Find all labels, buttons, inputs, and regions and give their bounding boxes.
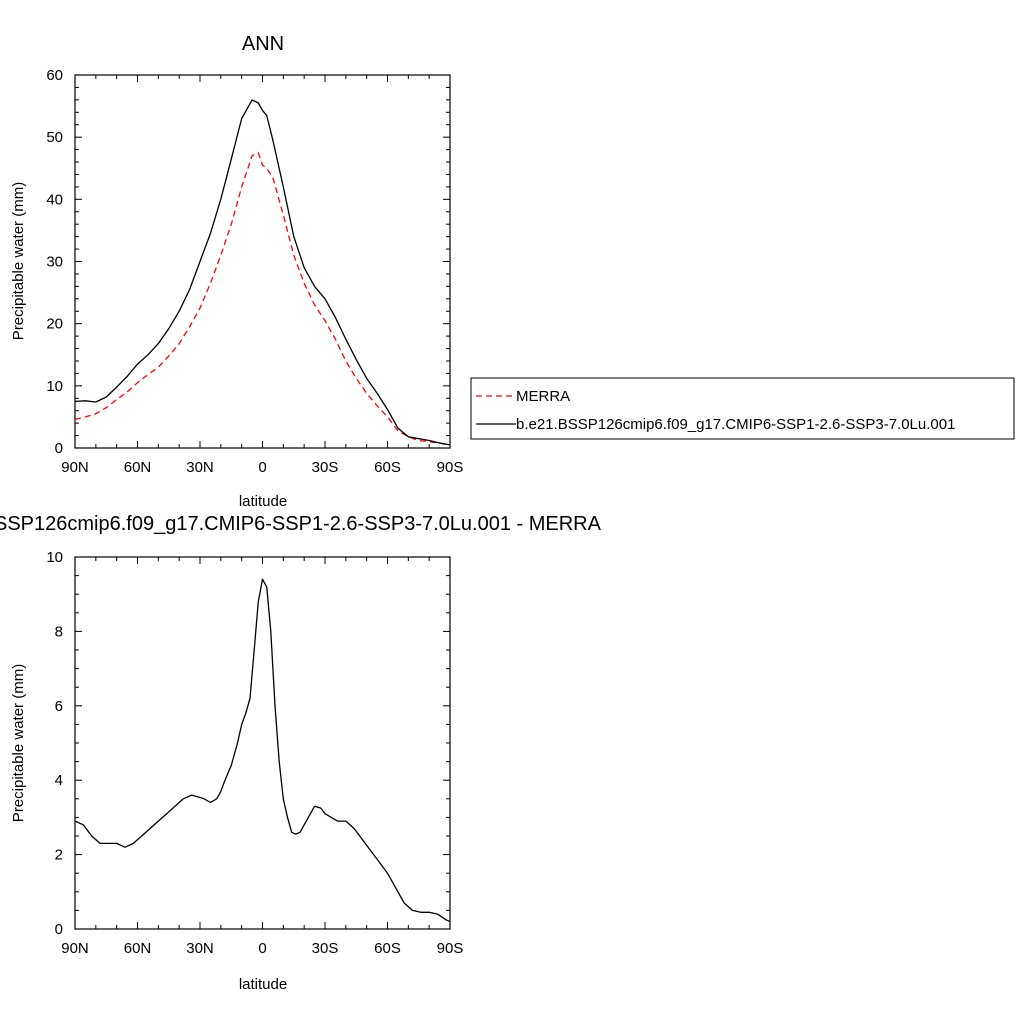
y-tick-label: 20: [46, 316, 63, 333]
series-line-merra: [74, 152, 451, 447]
y-tick-label: 60: [46, 67, 63, 84]
y-axis-label: Precipitable water (mm): [10, 664, 27, 822]
x-tick-label: 60N: [124, 459, 152, 476]
y-tick-label: 8: [55, 623, 63, 640]
y-tick-label: 40: [46, 191, 63, 208]
x-tick-label: 30S: [312, 940, 339, 957]
x-tick-label: 90S: [437, 459, 464, 476]
legend-entry-model: b.e21.BSSP126cmip6.f09_g17.CMIP6-SSP1-2.…: [476, 416, 955, 433]
y-axis-label: Precipitable water (mm): [10, 182, 27, 340]
y-tick-label: 2: [55, 847, 63, 864]
x-tick-label: 0: [258, 459, 266, 476]
x-tick-label: 60S: [374, 940, 401, 957]
plot-frame: [74, 556, 451, 930]
y-tick-label: 30: [46, 254, 63, 271]
panel-title: ANN: [242, 33, 284, 55]
x-tick-label: 90N: [61, 459, 89, 476]
legend-label-model: b.e21.BSSP126cmip6.f09_g17.CMIP6-SSP1-2.…: [516, 416, 955, 433]
x-tick-label: 30S: [312, 459, 339, 476]
legend-label-merra: MERRA: [516, 388, 570, 405]
x-tick-label: 90S: [437, 940, 464, 957]
legend: MERRA b.e21.BSSP126cmip6.f09_g17.CMIP6-S…: [470, 377, 1015, 440]
y-tick-label: 10: [46, 549, 63, 566]
plot-frame: [74, 74, 451, 449]
x-tick-label: 60S: [374, 459, 401, 476]
y-tick-label: 0: [55, 440, 63, 457]
x-tick-label: 60N: [124, 940, 152, 957]
y-tick-label: 10: [46, 378, 63, 395]
y-tick-label: 50: [46, 129, 63, 146]
panel-title: b.e21.BSSP126cmip6.f09_g17.CMIP6-SSP1-2.…: [0, 513, 602, 535]
x-tick-label: 90N: [61, 940, 89, 957]
plot-area: 90N 60N 30N 0 30S 60S 90S 0 2 4 6 8 10: [46, 549, 463, 957]
x-axis-label: latitude: [239, 493, 287, 510]
y-tick-label: 4: [55, 772, 63, 789]
x-tick-label: 30N: [186, 459, 214, 476]
y-tick-label: 6: [55, 698, 63, 715]
panel-annual-mean: ANN Precipitable water (mm) latitude 90N…: [10, 33, 1015, 510]
legend-box: [470, 377, 1015, 440]
series-line-model: [74, 99, 451, 446]
y-tick-label: 0: [55, 921, 63, 938]
x-tick-label: 30N: [186, 940, 214, 957]
x-axis-label: latitude: [239, 976, 287, 993]
legend-entry-merra: MERRA: [476, 388, 570, 405]
series-line-difference: [74, 578, 451, 923]
plot-area: 90N 60N 30N 0 30S 60S 90S 0 10 20 30 40 50 60: [46, 67, 463, 476]
x-tick-label: 0: [258, 940, 266, 957]
panel-difference: b.e21.BSSP126cmip6.f09_g17.CMIP6-SSP1-2.…: [0, 513, 602, 993]
